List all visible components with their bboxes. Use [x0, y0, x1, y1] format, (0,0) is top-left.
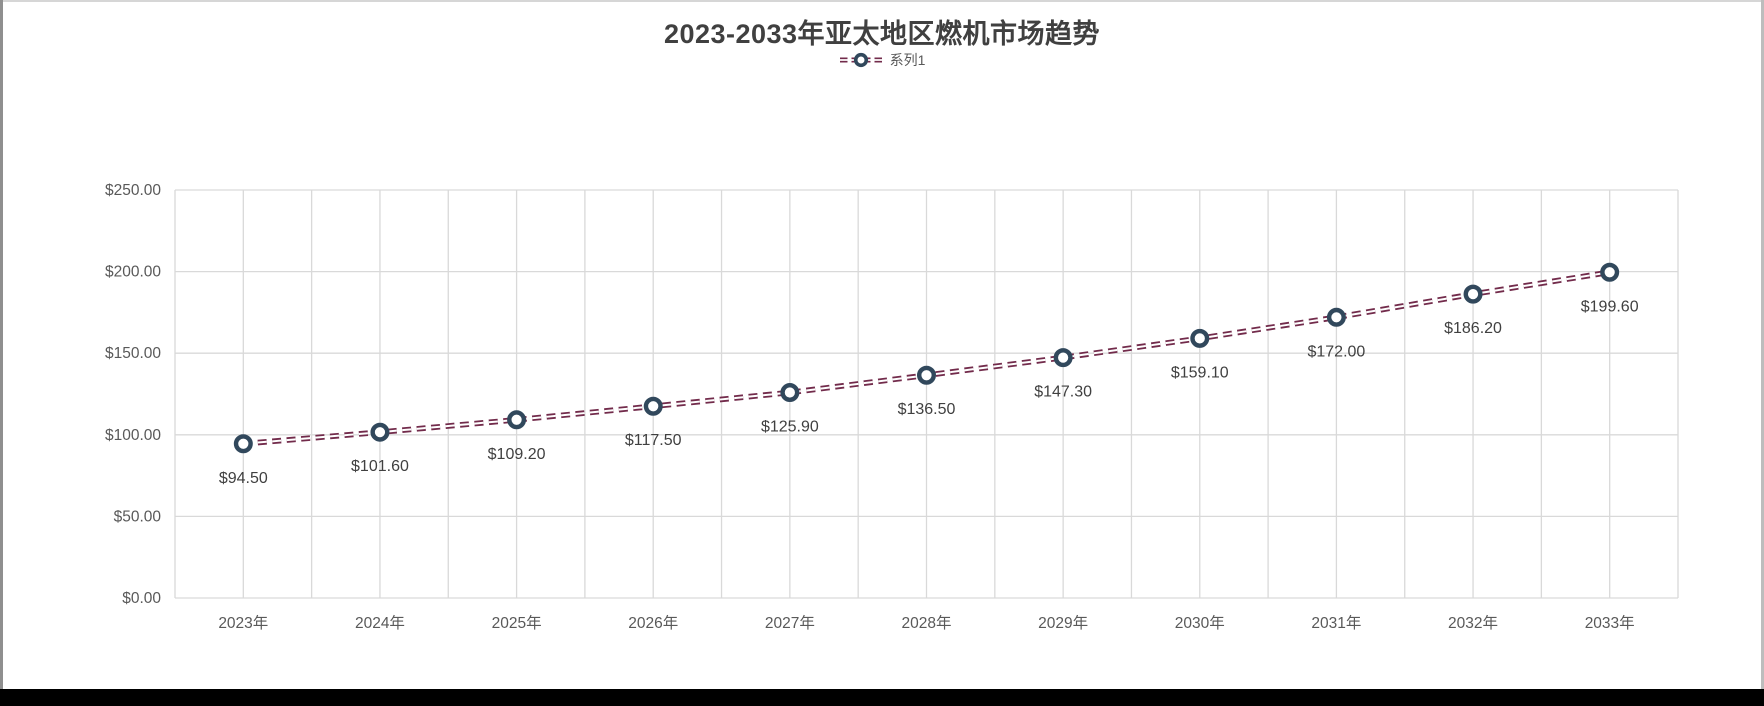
y-axis-tick-label: $200.00: [105, 264, 161, 281]
data-point-label: $172.00: [1307, 343, 1365, 360]
x-axis-tick-label: 2026年: [628, 614, 678, 632]
data-point-label: $199.60: [1581, 298, 1639, 315]
x-axis-tick-label: 2029年: [1038, 614, 1088, 632]
x-axis-tick-label: 2027年: [765, 614, 815, 632]
y-axis-tick-label: $100.00: [105, 427, 161, 444]
data-point-label: $125.90: [761, 419, 819, 436]
y-axis-tick-label: $50.00: [114, 508, 162, 525]
data-point-marker: [507, 410, 527, 430]
data-point-marker: [233, 434, 253, 454]
y-axis-tick-label: $0.00: [122, 590, 161, 607]
data-point-marker: [1326, 307, 1346, 327]
x-axis-tick-label: 2025年: [492, 614, 542, 632]
y-axis-tick-label: $150.00: [105, 345, 161, 362]
data-point-marker: [1600, 262, 1620, 282]
data-point-label: $101.60: [351, 458, 409, 475]
data-point-label: $159.10: [1171, 364, 1229, 381]
x-axis-tick-label: 2030年: [1175, 614, 1225, 632]
window-right-edge: [1761, 0, 1764, 706]
legend-series-label: 系列1: [889, 52, 926, 68]
data-point-label: $109.20: [488, 446, 546, 463]
x-axis-tick-label: 2024年: [355, 614, 405, 632]
data-point-marker: [1053, 348, 1073, 368]
data-point-marker: [917, 365, 937, 385]
data-point-marker: [1190, 328, 1210, 348]
x-axis-tick-label: 2023年: [218, 614, 268, 632]
data-point-label: $94.50: [219, 470, 268, 487]
y-axis-tick-label: $250.00: [105, 182, 161, 199]
data-point-label: $186.20: [1444, 320, 1502, 337]
legend-series-marker-icon: [839, 52, 882, 68]
legend: 系列1: [0, 50, 1764, 70]
data-point-marker: [370, 422, 390, 442]
data-point-marker: [780, 383, 800, 403]
data-point-marker: [1463, 284, 1483, 304]
x-axis-tick-label: 2033年: [1585, 614, 1635, 632]
data-point-label: $117.50: [625, 432, 682, 449]
window-left-edge: [0, 0, 3, 706]
chart-title: 2023-2033年亚太地区燃机市场趋势: [663, 19, 1101, 49]
data-point-label: $147.30: [1034, 384, 1092, 401]
data-point-label: $136.50: [898, 401, 956, 418]
data-point-marker: [643, 396, 663, 416]
x-axis-tick-label: 2028年: [902, 614, 952, 632]
x-axis-tick-label: 2032年: [1448, 614, 1498, 632]
taskbar-strip: [0, 689, 1764, 706]
window-top-edge: [0, 0, 1764, 2]
x-axis-tick-label: 2031年: [1311, 614, 1361, 632]
